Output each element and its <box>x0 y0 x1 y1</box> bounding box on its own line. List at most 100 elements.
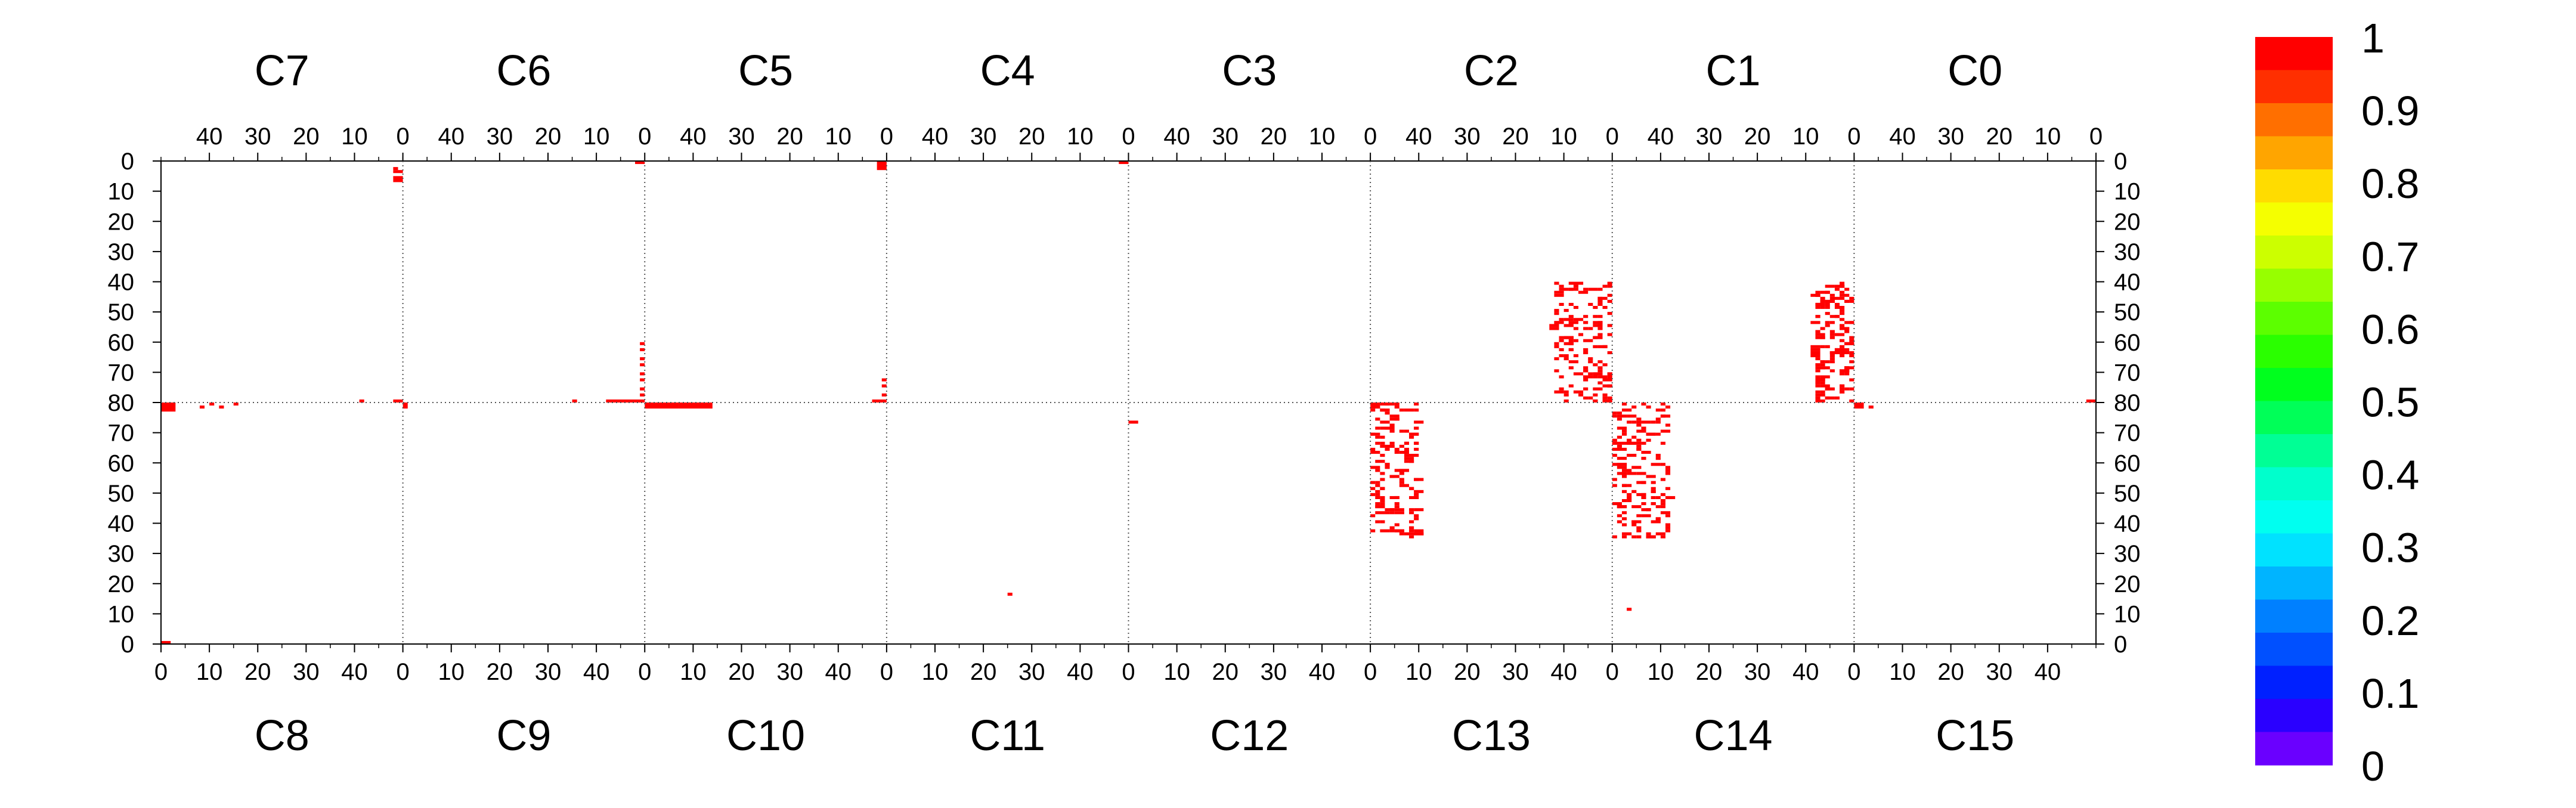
left-y-tick-label: 80 <box>108 390 135 416</box>
bottom-x-tick-label: 30 <box>1261 659 1287 685</box>
heatmap-cell-c13 <box>1385 466 1390 469</box>
heatmap-cell-c14 <box>1655 505 1661 509</box>
heatmap-cell-c1 <box>1815 333 1825 336</box>
heatmap-cell-c2 <box>1607 375 1612 379</box>
colorbar-segment <box>2255 236 2333 270</box>
bottom-x-tick-label: 20 <box>487 659 513 685</box>
left-y-tick-label: 20 <box>108 571 135 598</box>
heatmap-cell-c2 <box>1593 387 1603 391</box>
heatmap-cell-c14 <box>1651 481 1656 484</box>
heatmap-cell-c14 <box>1665 423 1671 427</box>
heatmap-cell-c14 <box>1665 523 1671 527</box>
heatmap-cell-c2 <box>1573 306 1578 309</box>
heatmap-cell-c13 <box>1375 441 1380 445</box>
heatmap-cell-c13 <box>1404 469 1410 472</box>
heatmap-cell-c14 <box>1636 535 1642 538</box>
top-x-tick-label: 20 <box>1502 123 1529 150</box>
heatmap-cell-c2 <box>1559 390 1564 394</box>
heatmap-cell-c14 <box>1612 478 1617 481</box>
heatmap-cell-c14 <box>1621 447 1627 451</box>
colorbar-segment <box>2255 500 2333 534</box>
heatmap-cell-c7 <box>359 399 364 403</box>
bottom-x-tick-label: 40 <box>341 659 368 685</box>
bottom-x-tick-label: 30 <box>1018 659 1045 685</box>
heatmap-cell-c14 <box>1617 435 1622 439</box>
heatmap-cell-c14 <box>1651 496 1656 499</box>
heatmap-cell-c1 <box>1849 321 1854 324</box>
heatmap-cell-c13 <box>1389 529 1395 533</box>
heatmap-cell-c13 <box>1380 520 1385 524</box>
heatmap-cell-c13 <box>1399 484 1410 487</box>
heatmap-cell-c14 <box>1660 403 1665 406</box>
heatmap-cell-c13 <box>1375 405 1380 409</box>
heatmap-cell-c14 <box>1665 487 1671 490</box>
heatmap-cell-c1 <box>1820 378 1825 382</box>
top-x-tick-label: 30 <box>1454 123 1481 150</box>
panel-label-c1: C1 <box>1706 47 1761 95</box>
heatmap-cell-c13 <box>1399 472 1404 475</box>
panel-label-c9: C9 <box>496 712 551 760</box>
heatmap-cell-c14 <box>1660 414 1671 418</box>
heatmap-cell-c2 <box>1597 369 1603 373</box>
top-x-tick-label: 0 <box>880 123 893 150</box>
heatmap-cell-c2 <box>1588 287 1598 291</box>
heatmap-cell-c2 <box>1583 396 1589 400</box>
left-y-tick-label: 10 <box>108 601 135 627</box>
heatmap-cell-c0 <box>2086 399 2096 403</box>
heatmap-cell-c13 <box>1389 526 1395 530</box>
heatmap-cell-c13 <box>1370 493 1376 496</box>
heatmap-cell-c2 <box>1597 287 1603 291</box>
heatmap-cell-c2 <box>1568 384 1574 388</box>
heatmap-cell-c2 <box>1607 312 1612 315</box>
panel-label-c11: C11 <box>970 712 1045 760</box>
heatmap-cell-c14 <box>1665 511 1671 515</box>
heatmap-cell-c14 <box>1621 535 1627 538</box>
top-x-tick-label: 0 <box>397 123 410 150</box>
heatmap-cell-c14 <box>1636 423 1642 427</box>
heatmap-cell-c14 <box>1617 417 1622 421</box>
bottom-x-tick-label: 20 <box>1696 659 1723 685</box>
heatmap-cell-c13 <box>1399 408 1404 412</box>
heatmap-cell-c14 <box>1612 447 1622 451</box>
heatmap-cell-c1 <box>1825 360 1830 364</box>
top-x-tick-label: 20 <box>535 123 562 150</box>
heatmap-cell-c14 <box>1655 408 1661 412</box>
heatmap-cell-c14 <box>1655 532 1665 535</box>
heatmap-cell-c7 <box>393 176 403 182</box>
heatmap-cell-c10 <box>645 403 679 409</box>
heatmap-cell-c13 <box>1380 454 1385 457</box>
heatmap-cell-c2 <box>1588 396 1593 400</box>
colorbar-segment <box>2255 169 2333 203</box>
heatmap-cell-c2 <box>1593 306 1598 309</box>
top-x-tick-label: 40 <box>1405 123 1432 150</box>
top-x-tick-label: 40 <box>1648 123 1674 150</box>
heatmap-cell-c14 <box>1646 432 1651 436</box>
heatmap-cell-c2 <box>1583 327 1589 330</box>
heatmap-cell-c14 <box>1627 420 1632 424</box>
heatmap-cell-c14 <box>1636 514 1642 518</box>
heatmap-cell-c1 <box>1834 284 1840 288</box>
heatmap-cell-c2 <box>1583 287 1589 291</box>
heatmap-cell-c2 <box>1602 284 1608 288</box>
heatmap-cell-c2 <box>1607 396 1612 400</box>
heatmap-cell-c13 <box>1409 511 1414 515</box>
heatmap-cell-c13 <box>1389 423 1395 427</box>
heatmap-cell-c2 <box>1588 357 1593 361</box>
colorbar-tick-label: 0.3 <box>2361 525 2419 571</box>
heatmap-cell-c13 <box>1414 490 1424 493</box>
heatmap-cell-c14 <box>1621 511 1627 515</box>
heatmap-cell-c13 <box>1370 481 1376 484</box>
heatmap-cell-c14 <box>1660 408 1665 412</box>
heatmap-cell-c1 <box>1840 339 1845 342</box>
colorbar-tick-label: 0.7 <box>2361 233 2419 280</box>
heatmap-cell-c14 <box>1660 502 1665 506</box>
heatmap-cell-c2 <box>1563 399 1569 403</box>
colorbar-segment <box>2255 268 2333 302</box>
heatmap-cell-c2 <box>1554 312 1559 315</box>
right-y-tick-label: 50 <box>2114 481 2141 507</box>
heatmap-cell-c13 <box>1389 475 1395 478</box>
top-x-tick-label: 40 <box>922 123 949 150</box>
heatmap-cell-c1 <box>1840 296 1845 300</box>
heatmap-cell-c1 <box>1820 302 1825 306</box>
heatmap-cell-c12 <box>1128 420 1138 424</box>
